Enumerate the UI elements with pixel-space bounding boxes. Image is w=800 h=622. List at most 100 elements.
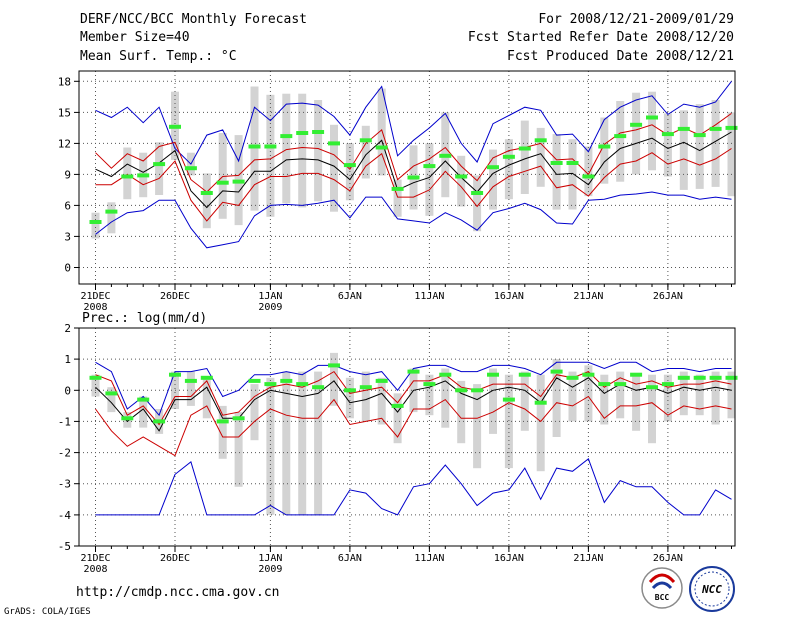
spread-bar — [504, 374, 513, 469]
series-line-q-high — [95, 370, 732, 426]
median-marker — [407, 369, 420, 374]
median-marker — [502, 154, 515, 159]
spread-bar — [695, 374, 704, 416]
median-marker — [455, 388, 468, 393]
series-line-max — [95, 457, 732, 516]
median-marker — [328, 363, 340, 368]
median-marker — [534, 138, 547, 143]
median-marker — [232, 179, 245, 184]
spread-bar — [107, 387, 116, 413]
spread-bar — [298, 93, 307, 208]
series-line-max — [95, 191, 732, 249]
x-tick-label: 26JAN — [653, 553, 683, 564]
spread-bar — [361, 125, 370, 179]
forecast-produced-date: Fcst Produced Date 2008/12/21 — [507, 49, 734, 64]
median-marker — [677, 375, 690, 380]
series-line-q-high — [95, 112, 732, 193]
spread-bar — [377, 88, 386, 176]
median-marker — [646, 385, 658, 390]
member-size-label: Member Size=40 — [80, 30, 190, 45]
spread-bar — [489, 368, 497, 434]
spread-bar — [202, 377, 211, 419]
median-marker — [709, 126, 722, 131]
spread-bar — [393, 179, 402, 217]
x-tick-label: 26DEC — [160, 291, 190, 302]
median-marker — [391, 186, 404, 191]
spread-bar — [473, 175, 482, 232]
median-marker — [343, 388, 356, 393]
spread-bar — [552, 134, 561, 210]
median-marker — [391, 403, 404, 408]
spread-bar — [568, 371, 577, 422]
spread-bar — [663, 113, 672, 177]
median-marker — [566, 375, 579, 380]
median-marker — [153, 419, 166, 424]
median-marker — [184, 166, 197, 171]
spread-bar — [266, 377, 275, 515]
spread-bar — [552, 359, 561, 437]
median-marker — [216, 419, 229, 424]
median-marker — [534, 400, 547, 405]
median-marker — [471, 191, 484, 195]
series-line-min — [95, 80, 732, 165]
spread-bar — [282, 371, 291, 515]
spread-bar — [139, 396, 148, 428]
y-tick-label: 18 — [58, 75, 71, 88]
x-tick-year-label: 2008 — [83, 564, 107, 575]
spread-bar — [663, 374, 672, 422]
spread-bar — [520, 371, 529, 431]
series-line-mean — [95, 377, 732, 432]
spread-bar — [457, 380, 466, 444]
median-marker — [359, 385, 372, 390]
median-marker — [598, 144, 611, 149]
median-marker — [439, 153, 452, 158]
median-marker — [137, 397, 150, 402]
spread-bar — [425, 374, 434, 416]
spread-bar — [123, 147, 132, 200]
series-line-q-low — [95, 148, 732, 222]
spread-bar — [616, 101, 625, 182]
median-marker — [280, 378, 293, 383]
spread-bar — [727, 112, 736, 197]
series-line-min — [95, 361, 732, 417]
spread-bar — [616, 371, 625, 419]
median-marker — [359, 138, 372, 143]
median-marker — [184, 378, 197, 383]
spread-bar — [250, 384, 259, 441]
x-tick-label: 26DEC — [160, 553, 190, 564]
spread-bar — [218, 405, 227, 459]
y-tick-label: 0 — [64, 262, 71, 275]
median-marker — [423, 382, 436, 387]
spread-bar — [568, 139, 577, 210]
precip-panel-title: Prec.: log(mm/d) — [82, 311, 207, 326]
median-marker — [518, 372, 531, 377]
spread-bar — [218, 133, 227, 219]
median-marker — [343, 163, 356, 168]
spread-bar — [107, 202, 116, 234]
y-tick-label: 15 — [58, 106, 71, 119]
x-tick-label: 1JAN — [258, 553, 282, 564]
y-tick-label: 3 — [64, 230, 71, 243]
grads-credit: GrADS: COLA/IGES — [4, 607, 91, 617]
spread-bar — [330, 124, 338, 212]
median-marker — [232, 416, 245, 421]
median-marker — [582, 174, 595, 179]
median-marker — [693, 133, 706, 138]
median-marker — [280, 134, 293, 139]
source-url: http://cmdp.ncc.cma.gov.cn — [76, 585, 280, 600]
spread-bar — [600, 374, 609, 425]
median-marker — [200, 375, 213, 380]
spread-bar — [695, 104, 704, 189]
median-marker — [89, 375, 102, 380]
plot-frame — [78, 327, 736, 547]
median-marker — [630, 122, 643, 127]
y-tick-label: 9 — [64, 168, 71, 181]
spread-bar — [282, 93, 291, 204]
spread-bar — [314, 100, 323, 202]
median-marker — [248, 144, 261, 149]
forecast-period: For 2008/12/21-2009/01/29 — [538, 12, 734, 27]
median-marker — [614, 134, 627, 139]
median-marker — [105, 391, 118, 396]
spread-bar — [504, 139, 513, 200]
y-tick-label: 1 — [64, 353, 71, 366]
